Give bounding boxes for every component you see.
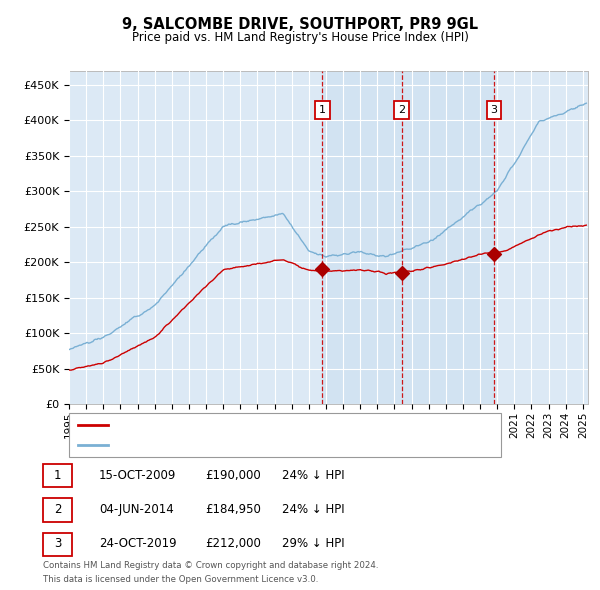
Bar [322,71,494,404]
Text: 24-OCT-2019: 24-OCT-2019 [99,537,176,550]
Text: 9, SALCOMBE DRIVE, SOUTHPORT, PR9 9GL: 9, SALCOMBE DRIVE, SOUTHPORT, PR9 9GL [122,17,478,31]
Text: 24% ↓ HPI: 24% ↓ HPI [282,503,344,516]
Point [317,265,327,274]
Text: 2: 2 [54,503,61,516]
Text: 9, SALCOMBE DRIVE, SOUTHPORT, PR9 9GL (detached house): 9, SALCOMBE DRIVE, SOUTHPORT, PR9 9GL (d… [114,420,452,430]
Text: 1: 1 [54,469,61,482]
Point [397,268,406,278]
Text: This data is licensed under the Open Government Licence v3.0.: This data is licensed under the Open Gov… [43,575,319,584]
Text: 3: 3 [54,537,61,550]
Text: 24% ↓ HPI: 24% ↓ HPI [282,469,344,482]
Text: 3: 3 [490,105,497,115]
Text: £190,000: £190,000 [205,469,261,482]
Text: 04-JUN-2014: 04-JUN-2014 [99,503,174,516]
Text: Contains HM Land Registry data © Crown copyright and database right 2024.: Contains HM Land Registry data © Crown c… [43,561,379,570]
Text: 1: 1 [319,105,326,115]
Text: HPI: Average price, detached house, Sefton: HPI: Average price, detached house, Seft… [114,440,352,450]
Text: 29% ↓ HPI: 29% ↓ HPI [282,537,344,550]
Text: Price paid vs. HM Land Registry's House Price Index (HPI): Price paid vs. HM Land Registry's House … [131,31,469,44]
Text: £184,950: £184,950 [205,503,261,516]
Text: £212,000: £212,000 [205,537,261,550]
Text: 15-OCT-2009: 15-OCT-2009 [99,469,176,482]
Point [489,249,499,258]
Text: 2: 2 [398,105,405,115]
